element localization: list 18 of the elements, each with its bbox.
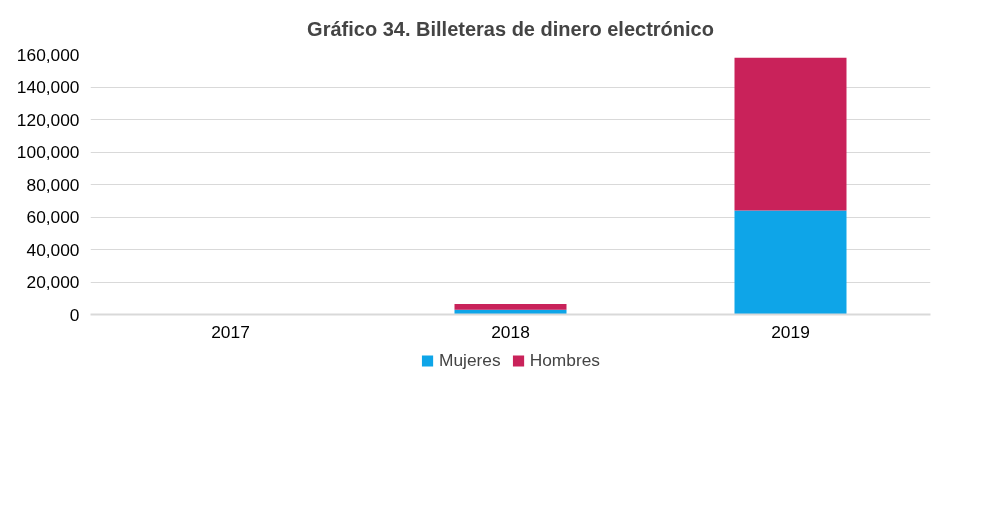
legend-label: Hombres <box>529 349 600 371</box>
y-tick-label: 60,000 <box>26 207 80 227</box>
x-tick-label: 2019 <box>771 321 810 342</box>
y-tick-label: 40,000 <box>26 239 80 260</box>
chart-title: Gráfico 34. Billeteras de dinero electrónico <box>307 17 714 40</box>
bar <box>454 303 567 310</box>
x-tick-label: 2018 <box>491 321 530 342</box>
bar <box>734 210 847 315</box>
bar <box>734 57 847 211</box>
y-tick-label: 100,000 <box>16 142 80 162</box>
y-tick-label: 140,000 <box>16 77 80 97</box>
y-tick-label: 80,000 <box>26 174 80 195</box>
legend-label: Mujeres <box>439 349 501 371</box>
y-tick-label: 120,000 <box>16 109 80 130</box>
x-tick-label: 2017 <box>211 321 250 342</box>
y-tick-label: 0 <box>69 304 80 325</box>
y-tick-label: 20,000 <box>26 272 80 292</box>
y-tick-label: 160,000 <box>16 44 80 65</box>
